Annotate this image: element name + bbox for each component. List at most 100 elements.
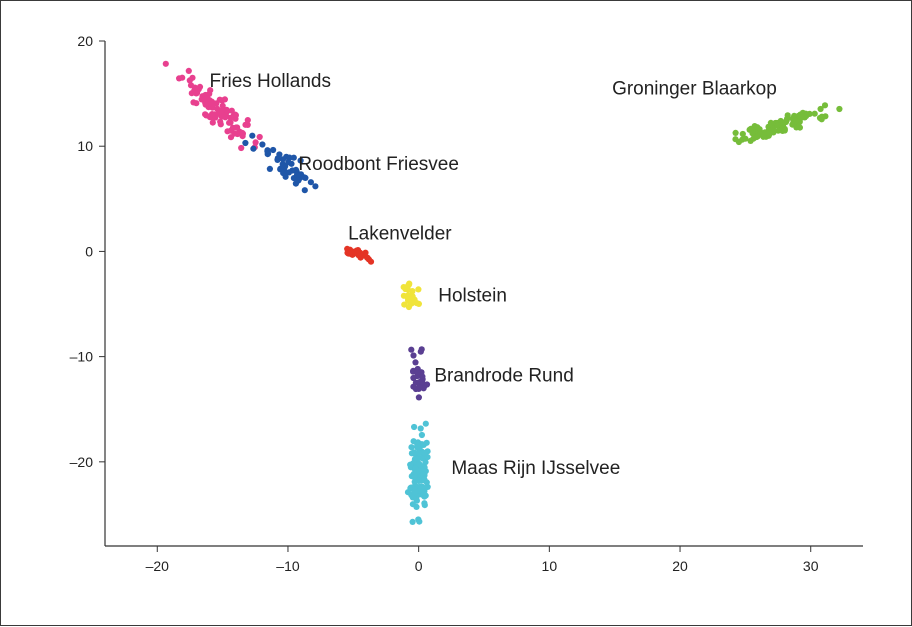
x-tick-label: –10	[276, 558, 300, 574]
data-point	[413, 497, 420, 504]
data-point	[223, 106, 230, 113]
data-point	[239, 133, 246, 140]
data-point	[422, 420, 429, 427]
data-point	[288, 160, 295, 167]
data-point	[234, 124, 241, 131]
data-point	[202, 111, 209, 118]
data-point	[754, 124, 761, 131]
data-point	[421, 477, 428, 484]
data-point	[410, 374, 417, 382]
data-point	[411, 449, 418, 456]
data-point	[408, 300, 415, 307]
data-point	[234, 130, 241, 138]
data-point	[264, 147, 271, 154]
data-point	[817, 105, 824, 113]
data-point	[415, 449, 423, 457]
data-point	[419, 373, 426, 380]
data-point	[249, 132, 256, 139]
data-point	[250, 145, 257, 152]
data-point	[775, 127, 782, 134]
data-point	[196, 83, 204, 90]
data-point	[421, 500, 428, 507]
data-point	[176, 75, 183, 82]
data-point	[289, 167, 296, 174]
data-point	[312, 183, 319, 190]
series-label: Maas Rijn IJsselvee	[451, 458, 620, 479]
data-point	[732, 129, 739, 136]
data-point	[259, 141, 266, 148]
data-point	[266, 165, 273, 172]
data-point	[811, 110, 818, 117]
data-point	[782, 118, 790, 126]
series-label: Roodbont Friesvee	[298, 154, 459, 175]
data-point	[418, 346, 425, 353]
x-tick-label: 10	[542, 558, 558, 574]
data-point	[203, 95, 210, 102]
data-point	[415, 477, 422, 484]
data-point	[217, 121, 224, 128]
data-point	[307, 179, 314, 186]
data-point	[209, 119, 216, 126]
y-tick-label: 20	[77, 33, 93, 49]
data-point	[290, 154, 297, 161]
data-point	[357, 254, 364, 261]
data-point	[207, 87, 214, 94]
data-point	[405, 282, 412, 289]
data-point	[185, 67, 192, 74]
data-point	[400, 292, 407, 299]
data-point	[422, 492, 429, 499]
data-point	[226, 119, 233, 126]
data-point	[224, 128, 231, 135]
data-point	[227, 134, 235, 141]
data-point	[414, 369, 421, 376]
data-point	[421, 485, 428, 492]
y-tick-label: 0	[85, 243, 93, 259]
data-point	[412, 359, 419, 366]
data-point	[742, 135, 749, 142]
data-point	[270, 146, 277, 154]
data-point	[784, 112, 791, 119]
data-point	[793, 117, 800, 125]
data-point	[415, 394, 422, 401]
data-point	[218, 107, 225, 114]
data-point	[242, 139, 249, 147]
data-point	[416, 460, 423, 467]
data-point	[739, 130, 746, 138]
data-point	[415, 300, 422, 307]
data-point	[301, 187, 308, 194]
data-point	[279, 161, 286, 168]
data-point	[754, 133, 761, 140]
data-point	[414, 456, 421, 463]
data-point	[162, 60, 169, 67]
data-point	[222, 114, 229, 121]
data-point	[749, 130, 756, 137]
data-point	[836, 105, 843, 113]
data-point	[297, 157, 304, 164]
series-label: Groninger Blaarkop	[612, 78, 777, 99]
data-point	[747, 137, 754, 144]
data-point	[821, 102, 829, 109]
data-point	[419, 379, 426, 386]
data-point	[410, 352, 417, 359]
data-point	[420, 441, 427, 448]
data-point	[238, 144, 245, 152]
x-tick-label: 30	[803, 558, 819, 574]
data-point	[209, 111, 216, 118]
data-point	[301, 174, 308, 181]
data-point	[409, 518, 416, 526]
data-point	[416, 384, 423, 391]
y-tick-label: 10	[77, 138, 93, 154]
data-point	[232, 111, 239, 118]
data-point	[367, 258, 375, 265]
data-point	[256, 133, 263, 141]
data-point	[280, 170, 287, 177]
data-point	[415, 286, 422, 293]
y-tick-label: –20	[70, 454, 94, 470]
data-point	[242, 121, 249, 128]
data-point	[408, 346, 415, 353]
data-point	[295, 177, 302, 184]
data-point	[214, 105, 221, 112]
data-point	[770, 129, 777, 136]
data-point	[767, 119, 775, 126]
